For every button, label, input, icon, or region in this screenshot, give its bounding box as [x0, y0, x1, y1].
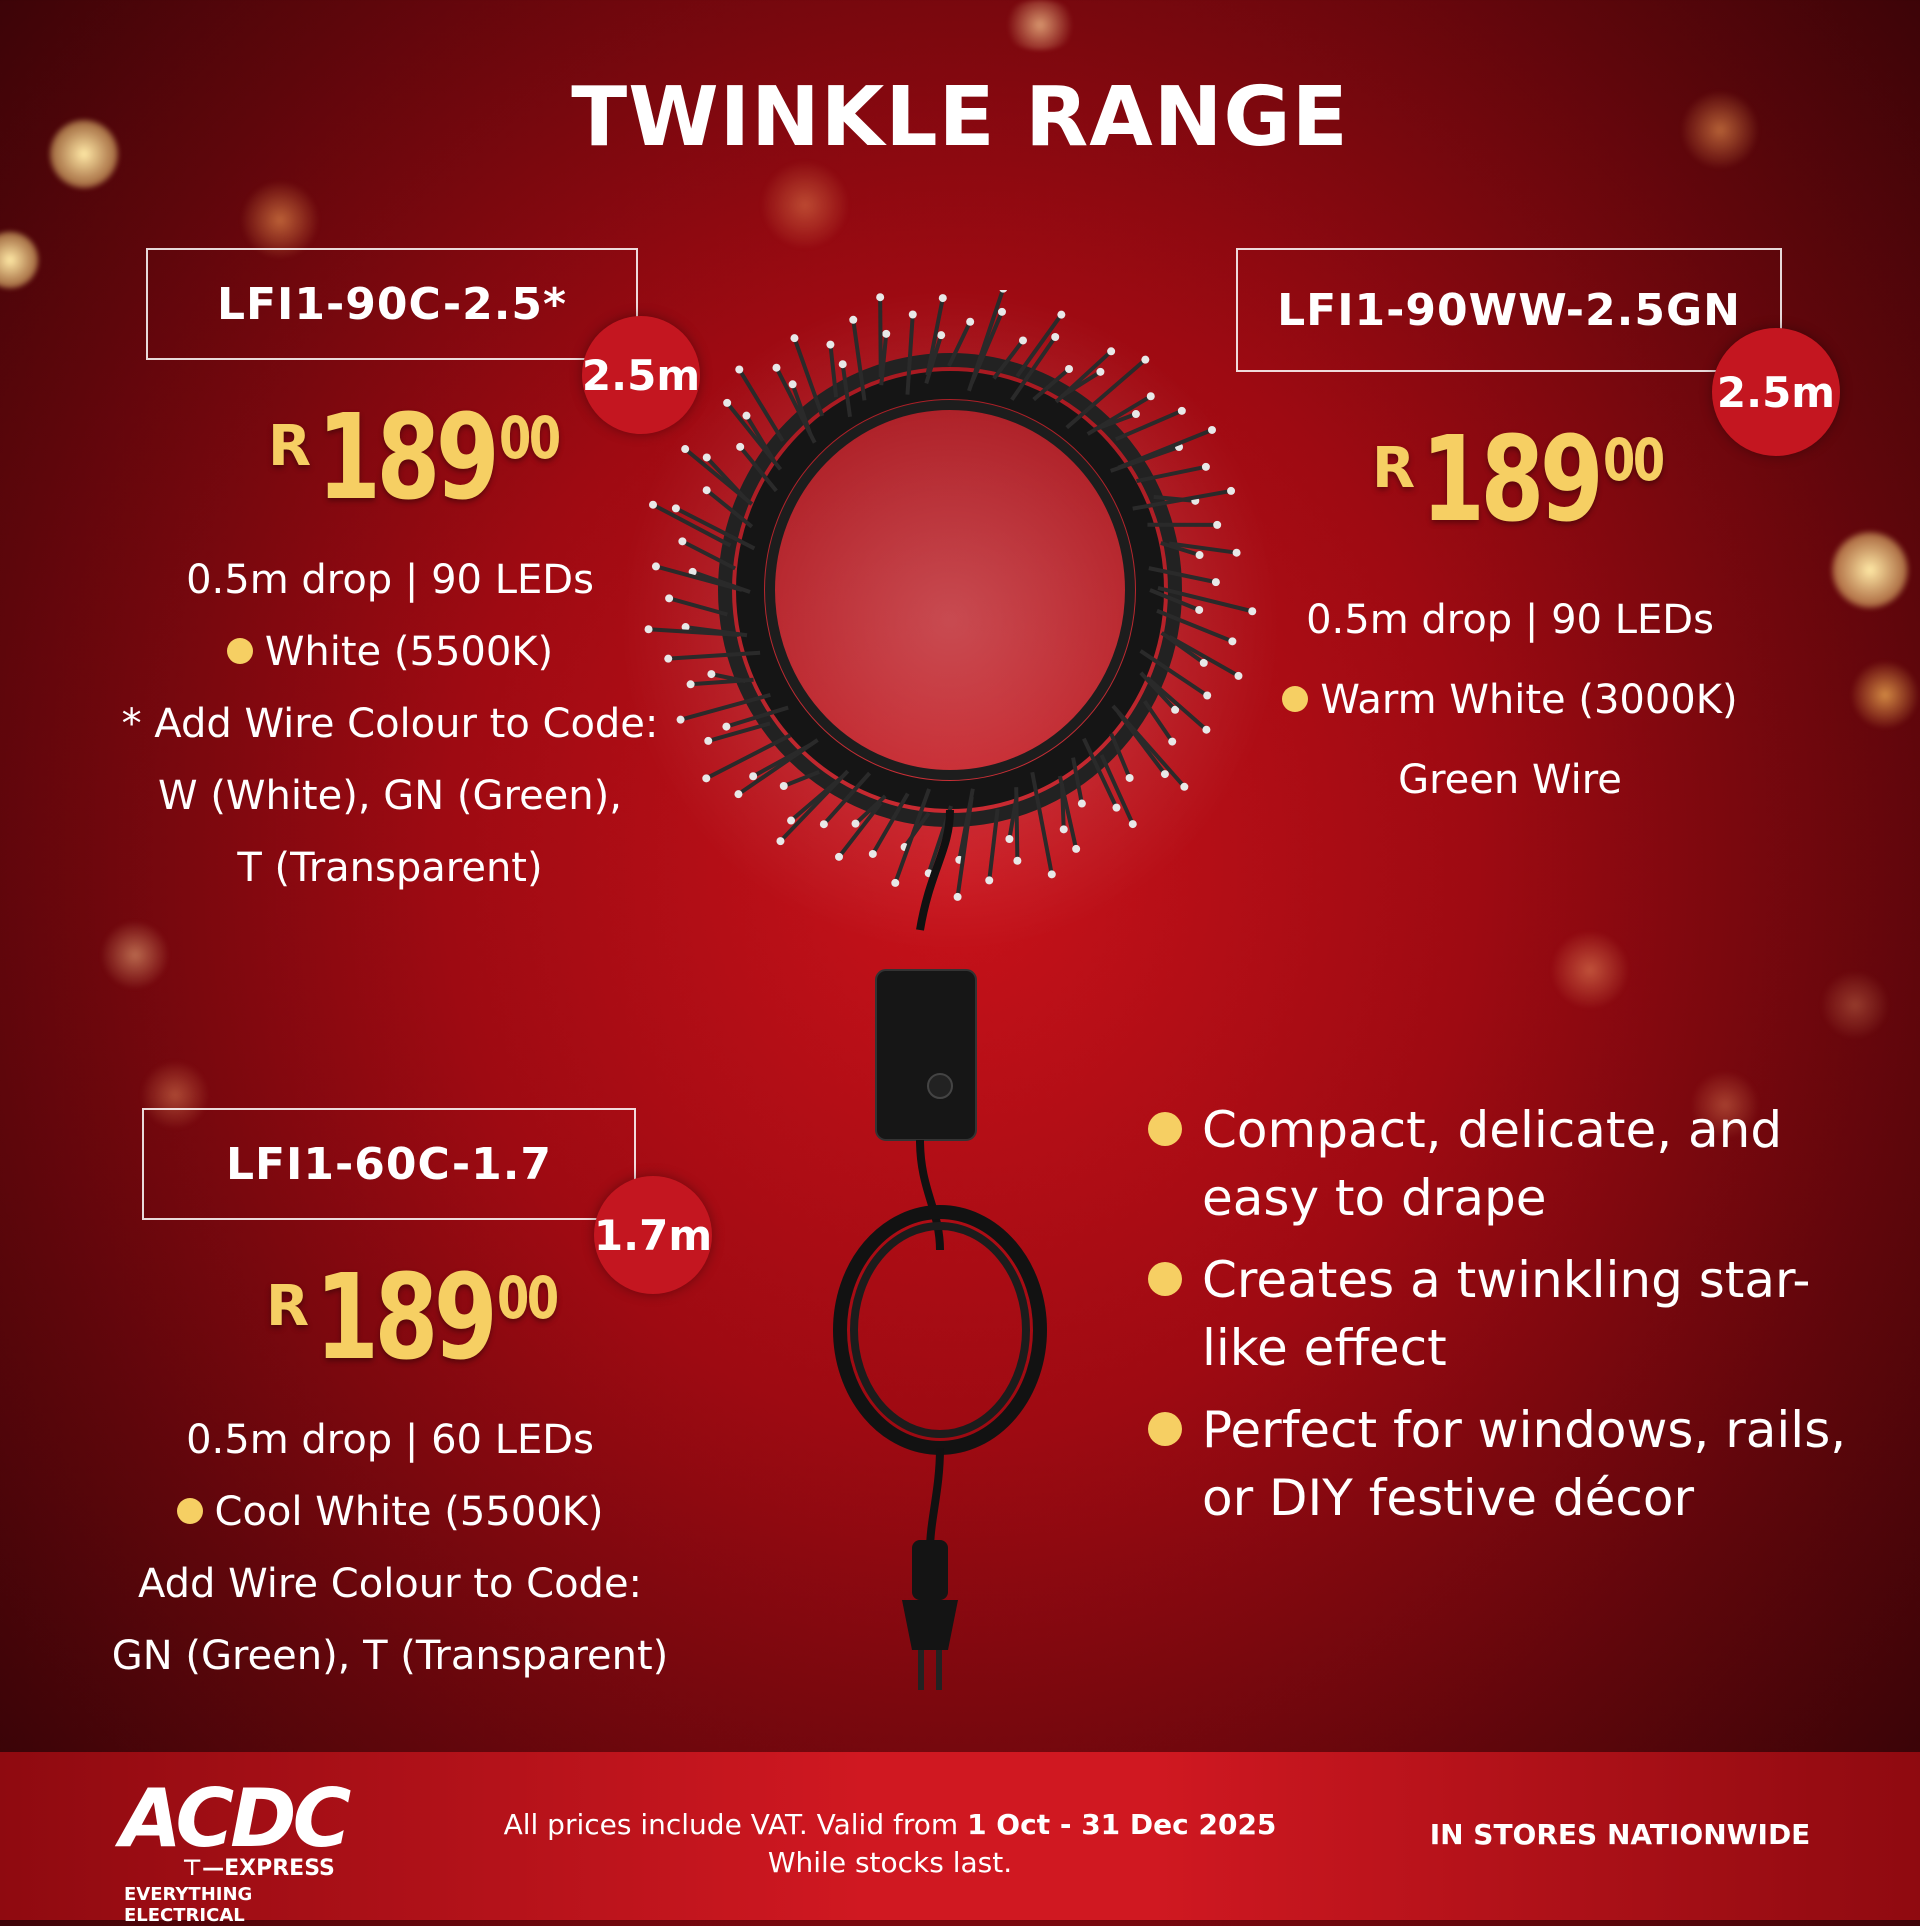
price-main: 189 — [317, 398, 495, 516]
logo-main: ACDC — [120, 1774, 347, 1864]
color-dot-icon — [177, 1498, 203, 1524]
spec-line: 0.5m drop | 60 LEDs — [70, 1404, 710, 1476]
price-currency: R — [1372, 436, 1415, 501]
feature-item: Compact, delicate, and easy to drape — [1148, 1096, 1888, 1232]
price: R 189 00 — [268, 398, 568, 516]
bokeh-light — [1000, 0, 1080, 50]
product-code-box: LFI1-90C-2.5* — [146, 248, 638, 360]
feature-item: Creates a twinkling star-like effect — [1148, 1246, 1888, 1382]
bokeh-light — [760, 160, 850, 250]
price-currency: R — [266, 1274, 309, 1339]
price: R 189 00 — [266, 1258, 566, 1376]
price-cents: 00 — [497, 1264, 557, 1332]
spec-line: Add Wire Colour to Code: — [70, 1548, 710, 1620]
bullet-dot-icon — [1148, 1112, 1182, 1146]
bokeh-light — [0, 230, 40, 290]
spec-line: * Add Wire Colour to Code: — [80, 688, 700, 760]
controller-icon — [876, 970, 976, 1140]
color-dot-icon — [1282, 686, 1308, 712]
product-specs: 0.5m drop | 60 LEDs Cool White (5500K) A… — [70, 1404, 710, 1692]
legal-text: All prices include VAT. Valid from 1 Oct… — [420, 1806, 1360, 1882]
length-badge: 2.5m — [1712, 328, 1840, 456]
bokeh-light — [1830, 530, 1910, 610]
spec-line-color: Cool White (5500K) — [70, 1476, 710, 1548]
spec-line: W (White), GN (Green), — [80, 760, 700, 832]
bokeh-light — [1850, 660, 1920, 730]
spec-line-color: White (5500K) — [80, 616, 700, 688]
product-code: LFI1-90WW-2.5GN — [1277, 285, 1741, 336]
product-specs: 0.5m drop | 90 LEDs White (5500K) * Add … — [80, 544, 700, 904]
bullet-dot-icon — [1148, 1262, 1182, 1296]
bokeh-light — [100, 920, 170, 990]
bullet-dot-icon — [1148, 1412, 1182, 1446]
page-title: TWINKLE RANGE — [0, 70, 1920, 165]
bokeh-light — [1820, 970, 1890, 1040]
bokeh-light — [1550, 930, 1630, 1010]
price-cents: 00 — [499, 404, 559, 472]
product-specs: 0.5m drop | 90 LEDs Warm White (3000K) G… — [1190, 580, 1830, 820]
price-currency: R — [268, 414, 311, 479]
spec-line: T (Transparent) — [80, 832, 700, 904]
stores-text: IN STORES NATIONWIDE — [1420, 1818, 1820, 1851]
plug-icon — [902, 1540, 958, 1690]
price: R 189 00 — [1372, 420, 1672, 538]
color-dot-icon — [227, 638, 253, 664]
spec-line: GN (Green), T (Transparent) — [70, 1620, 710, 1692]
product-code: LFI1-60C-1.7 — [226, 1139, 552, 1190]
feature-item: Perfect for windows, rails, or DIY festi… — [1148, 1396, 1888, 1532]
feature-list: Compact, delicate, and easy to drape Cre… — [1148, 1096, 1888, 1546]
logo-sub: ⊤—EXPRESS — [182, 1856, 335, 1881]
spec-line: 0.5m drop | 90 LEDs — [80, 544, 700, 616]
spec-line-color: Warm White (3000K) — [1190, 660, 1830, 740]
spec-line: 0.5m drop | 90 LEDs — [1190, 580, 1830, 660]
product-code-box: LFI1-90WW-2.5GN — [1236, 248, 1782, 372]
product-code-box: LFI1-60C-1.7 — [142, 1108, 636, 1220]
price-cents: 00 — [1603, 426, 1663, 494]
footer-bar: ACDC ⊤—EXPRESS EVERYTHING ELECTRICAL All… — [0, 1752, 1920, 1920]
spec-line: Green Wire — [1190, 740, 1830, 820]
price-main: 189 — [315, 1258, 493, 1376]
valid-dates: 1 Oct - 31 Dec 2025 — [967, 1808, 1276, 1841]
price-main: 189 — [1421, 420, 1599, 538]
product-code: LFI1-90C-2.5* — [217, 279, 567, 330]
brand-logo: ACDC ⊤—EXPRESS EVERYTHING ELECTRICAL — [120, 1774, 360, 1904]
